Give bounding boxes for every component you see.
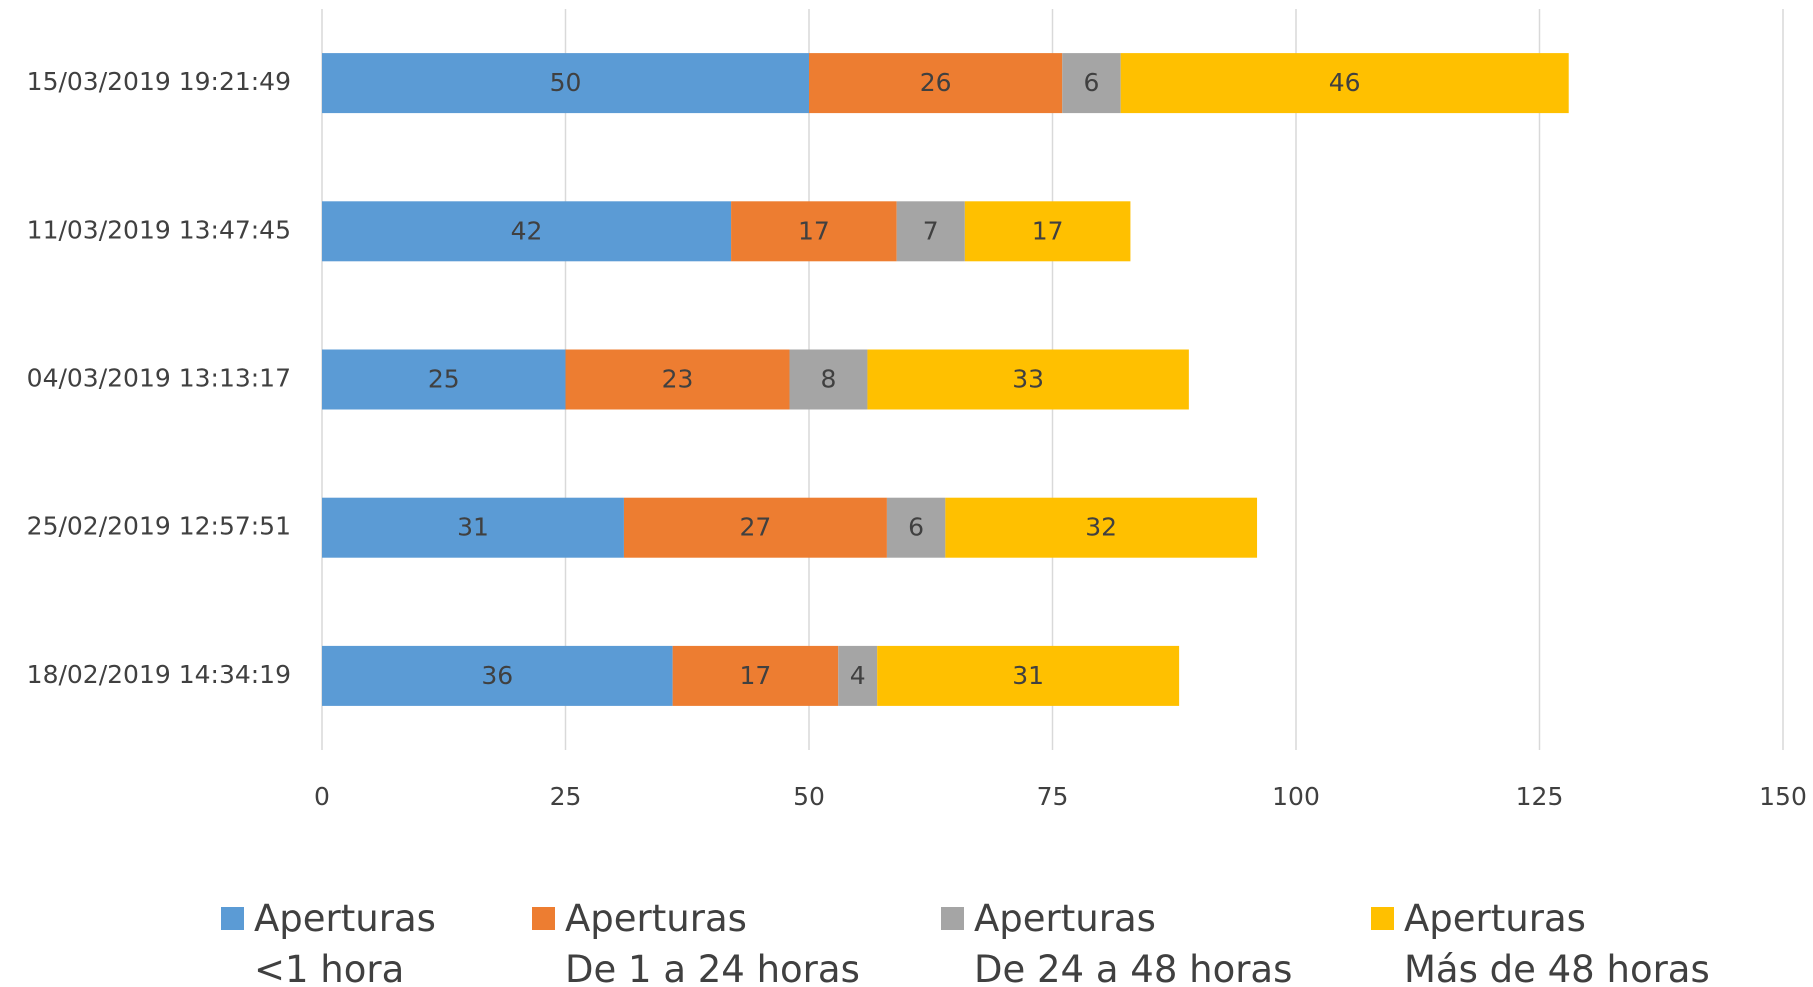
y-tick-label: 15/03/2019 19:21:49 [27, 67, 291, 96]
y-tick-label: 25/02/2019 12:57:51 [27, 512, 291, 541]
y-tick-label: 11/03/2019 13:47:45 [27, 215, 291, 244]
bar-segment [1062, 53, 1121, 114]
x-tick-label: 50 [793, 782, 825, 811]
chart: 0 25 50 75 100 125 150 15/03/2019 19:21:49 50 26 6… [27, 9, 1807, 811]
legend-item: Aperturas De 1 a 24 horas [532, 893, 860, 987]
bar-segment [672, 645, 839, 706]
legend-label: Aperturas Más de 48 horas [1404, 897, 1710, 987]
data-label: 36 [481, 661, 513, 690]
bar-segment [623, 497, 887, 558]
x-tick-label: 75 [1037, 782, 1069, 811]
bar-segment [322, 53, 809, 114]
data-label: 4 [850, 661, 866, 690]
data-label: 17 [740, 661, 772, 690]
y-tick-label: 04/03/2019 13:13:17 [27, 364, 291, 393]
data-label: 6 [908, 513, 924, 542]
data-label: 27 [740, 513, 772, 542]
bar-segment [877, 645, 1180, 706]
x-tick-label: 125 [1516, 782, 1564, 811]
legend-label: Aperturas De 1 a 24 horas [565, 897, 860, 987]
data-label: 25 [428, 365, 460, 394]
bar-segment [565, 349, 790, 410]
bar-segment [945, 497, 1258, 558]
legend-item: Aperturas <1 hora [221, 893, 436, 987]
data-label: 8 [821, 365, 837, 394]
data-label: 31 [457, 513, 489, 542]
bar-segment [838, 645, 878, 706]
legend-label: Aperturas De 24 a 48 horas [974, 897, 1293, 987]
legend-swatch [1371, 907, 1394, 930]
data-label: 17 [798, 216, 830, 245]
bar-segment [964, 201, 1131, 262]
bar-segment [322, 349, 566, 410]
x-tick-label: 0 [314, 782, 330, 811]
data-label: 26 [920, 68, 952, 97]
legend-label: Aperturas <1 hora [254, 897, 436, 987]
x-tick-label: 150 [1759, 782, 1807, 811]
bar-segment [809, 53, 1063, 114]
x-tick-label: 100 [1272, 782, 1320, 811]
bar-segment [322, 645, 673, 706]
data-label: 42 [511, 216, 543, 245]
bar-segment [886, 497, 946, 558]
bar-segment [867, 349, 1189, 410]
legend-swatch [941, 907, 964, 930]
y-tick-label: 18/02/2019 14:34:19 [27, 660, 291, 689]
bar-segment [896, 201, 965, 262]
data-label: 23 [662, 365, 694, 394]
data-label: 33 [1012, 365, 1044, 394]
bar-segment [731, 201, 897, 262]
data-label: 50 [550, 68, 582, 97]
data-label: 32 [1085, 513, 1117, 542]
bar-segment [1120, 53, 1569, 114]
legend-swatch [532, 907, 555, 930]
data-label: 7 [923, 216, 939, 245]
x-tick-label: 25 [550, 782, 582, 811]
bar-segment [322, 201, 732, 262]
legend-item: Aperturas Más de 48 horas [1371, 893, 1710, 987]
data-label: 6 [1084, 68, 1100, 97]
bar-segment [322, 497, 624, 558]
legend-swatch [221, 907, 244, 930]
bar-segment [789, 349, 868, 410]
data-label: 46 [1329, 68, 1361, 97]
legend-item: Aperturas De 24 a 48 horas [941, 893, 1292, 987]
data-label: 31 [1012, 661, 1044, 690]
data-label: 17 [1032, 216, 1064, 245]
